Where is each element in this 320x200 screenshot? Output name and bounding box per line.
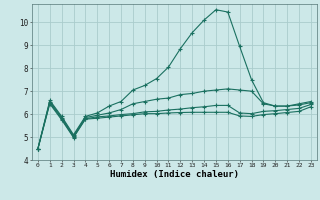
X-axis label: Humidex (Indice chaleur): Humidex (Indice chaleur)	[110, 170, 239, 179]
